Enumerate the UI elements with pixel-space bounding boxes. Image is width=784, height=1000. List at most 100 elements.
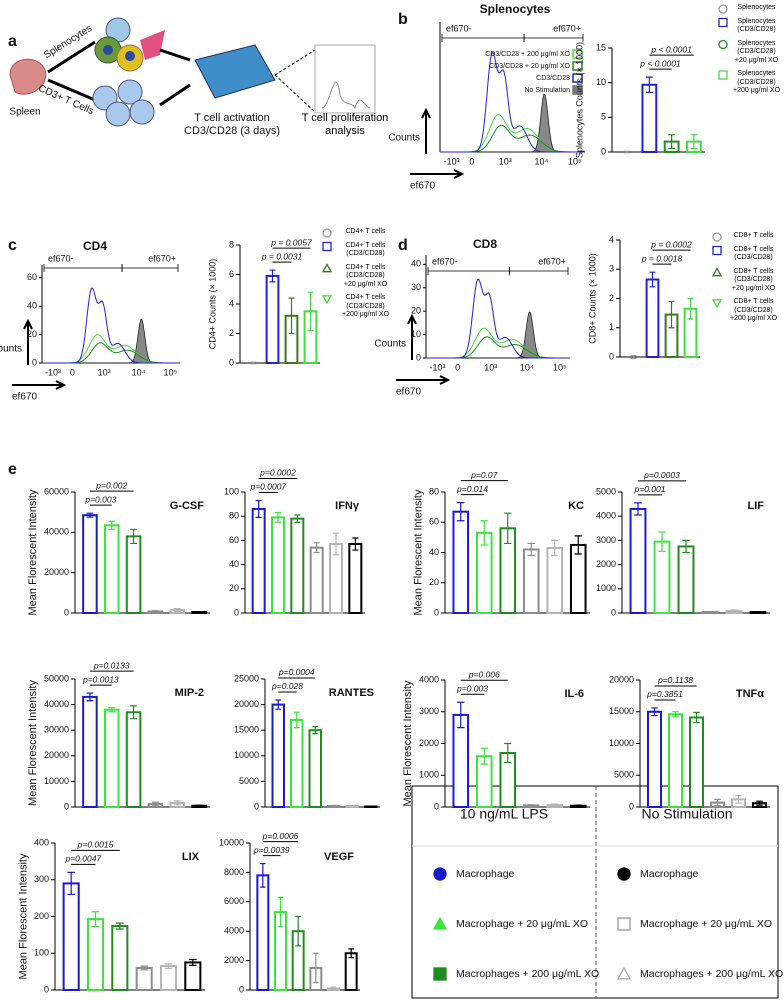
- error-bar: [173, 607, 181, 612]
- legend-marker: [712, 245, 722, 256]
- error-bar: [504, 742, 512, 764]
- y-tick-label: 5000: [239, 776, 259, 786]
- x-tick-label: 10³: [484, 362, 497, 372]
- error-bar: [307, 291, 314, 332]
- legend-label: Splenocytes (CD3/CD28) +200 μg/ml XO: [732, 70, 781, 94]
- legend-e-box: [411, 785, 779, 999]
- gate: [523, 34, 584, 42]
- y-tick-label: 30000: [44, 725, 69, 735]
- x-tick-label: 10³: [499, 156, 512, 166]
- y-tick-label: 100: [224, 486, 239, 496]
- y-tick-label: 6: [229, 269, 234, 279]
- bar: [546, 546, 564, 615]
- error-bar: [275, 699, 282, 710]
- significance-label: p = 0.0018: [641, 253, 683, 263]
- y-tick-label: 15000: [234, 725, 259, 735]
- bar: [125, 535, 142, 614]
- x-tick-label: 10⁴: [535, 156, 549, 166]
- error-bar: [706, 610, 714, 614]
- x-tick-label: 10⁴: [132, 367, 146, 377]
- y-tick-label: 0: [254, 801, 259, 811]
- y-tick-label: 6000: [224, 896, 244, 906]
- histogram-title: CD8: [473, 237, 497, 251]
- histogram-curve: [42, 318, 180, 364]
- y-tick-label: 10: [411, 329, 421, 339]
- legend-label: Macrophages + 200 μg/mL XO: [456, 968, 599, 980]
- y-tick-label: 4: [229, 298, 234, 308]
- legend-marker: [718, 70, 728, 80]
- nucleus: [125, 51, 135, 61]
- y-tick-label: 200: [34, 911, 49, 921]
- error-bar: [480, 520, 488, 546]
- y-axis-label: CD4+ Counts (× 1000): [207, 259, 217, 350]
- mini-histogram: [314, 44, 376, 114]
- histogram-curve: [426, 327, 570, 359]
- chart-title: VEGF: [324, 851, 354, 863]
- bar: [184, 961, 202, 991]
- bar: [641, 83, 658, 153]
- bar: [688, 716, 705, 809]
- y-tick-label: 20: [27, 329, 37, 339]
- y-tick-label: 300: [34, 874, 49, 884]
- bar: [677, 545, 695, 615]
- significance-label: p < 0.0001: [650, 44, 692, 54]
- y-tick-label: 0: [44, 984, 49, 994]
- error-bar: [480, 747, 488, 765]
- bar: [271, 516, 285, 614]
- error-bar: [152, 610, 159, 613]
- bar: [629, 507, 647, 614]
- y-tick-label: 4000: [419, 674, 439, 684]
- y-tick-label: 20000: [234, 699, 259, 709]
- bar: [271, 703, 285, 808]
- y-tick-label: 8000: [224, 867, 244, 877]
- gate: [43, 264, 123, 272]
- error-bar: [269, 269, 276, 283]
- histogram-curve: [426, 311, 570, 359]
- y-tick-label: 15: [596, 42, 606, 52]
- y-axis-label: Mean Florescent Intensity: [27, 489, 39, 615]
- y-tick-label: 100: [34, 948, 49, 958]
- error-bar: [312, 726, 319, 735]
- error-bar: [250, 361, 257, 365]
- error-bar: [295, 915, 301, 947]
- error-bar: [634, 502, 642, 516]
- y-tick-label: 60: [229, 535, 239, 545]
- zoom-line: [274, 49, 316, 76]
- y-tick-label: 2: [229, 328, 234, 338]
- significance-label: p=0.07: [470, 470, 498, 480]
- error-bar: [645, 76, 653, 93]
- panel-label: b: [398, 11, 408, 28]
- y-tick-label: 1000: [419, 770, 439, 780]
- error-bar: [574, 535, 582, 555]
- bar: [82, 514, 98, 614]
- histogram-curve: [440, 93, 585, 153]
- significance-label: p < 0.0001: [639, 58, 681, 68]
- error-bar: [367, 805, 374, 808]
- error-bar: [277, 896, 284, 928]
- error-bar: [152, 801, 159, 807]
- y-tick-label: 5000: [596, 486, 616, 496]
- legend-label: CD8+ T cells: [733, 232, 774, 239]
- y-tick-label: 80: [229, 511, 239, 521]
- histogram-curve: [42, 334, 180, 364]
- spleen-icon: [9, 58, 47, 95]
- legend-marker: [711, 299, 723, 309]
- arrow: [47, 40, 96, 74]
- bar: [348, 543, 363, 615]
- gate-label: ef670+: [148, 253, 176, 263]
- legend-label: No Stimulation: [524, 87, 570, 94]
- mini-curve: [321, 81, 371, 110]
- axis-arrow: [407, 313, 417, 360]
- legend-label: Macrophage + 20 μg/mL XO: [640, 918, 772, 930]
- bar: [125, 711, 142, 809]
- diagram-label: Spleen: [9, 107, 40, 118]
- chart-title: G-CSF: [170, 500, 205, 512]
- diagram-label: Splenocytes: [42, 23, 94, 61]
- legend-label: Macrophage + 20 μg/mL XO: [456, 918, 588, 930]
- error-bar: [330, 986, 337, 991]
- error-bar: [313, 952, 319, 984]
- error-bar: [352, 537, 359, 551]
- cell: [140, 30, 165, 60]
- arrow: [159, 83, 191, 107]
- legend-label: CD4+ T cells: [345, 228, 386, 235]
